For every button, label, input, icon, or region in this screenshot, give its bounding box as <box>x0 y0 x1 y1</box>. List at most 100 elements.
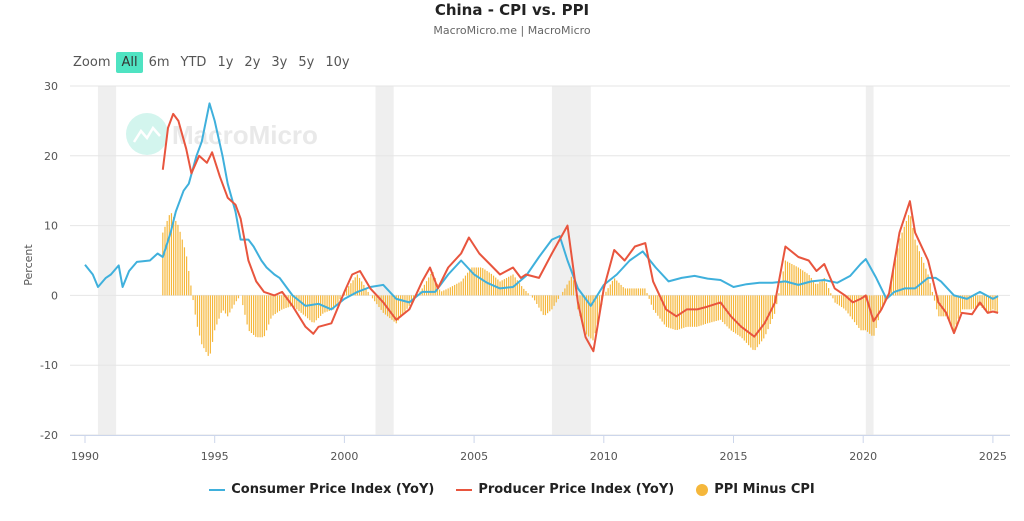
ppi-minus-cpi-bar <box>607 288 609 296</box>
ppi-minus-cpi-bar <box>393 295 395 322</box>
ppi-minus-cpi-bar <box>791 263 793 296</box>
ppi-minus-cpi-bar <box>635 288 637 296</box>
ppi-minus-cpi-bar <box>328 295 330 311</box>
ppi-minus-cpi-bar <box>585 295 588 335</box>
range-button-ytd[interactable]: YTD <box>180 55 207 70</box>
range-button-6m[interactable]: 6m <box>148 55 170 70</box>
ppi-minus-cpi-bar <box>942 295 944 317</box>
ppi-minus-cpi-bar <box>263 295 266 337</box>
ppi-minus-cpi-bar <box>970 295 972 310</box>
ppi-minus-cpi-bar <box>285 295 287 309</box>
watermark-text: MacroMicro <box>172 120 318 150</box>
ppi-minus-cpi-bar <box>782 271 784 296</box>
ppi-minus-cpi-bar <box>962 295 964 310</box>
ppi-minus-cpi-bar <box>553 295 555 306</box>
ppi-minus-cpi-bar <box>951 295 953 327</box>
ppi-minus-cpi-bar <box>434 277 436 296</box>
legend-item-diff[interactable]: PPI Minus CPI <box>696 482 815 497</box>
ppi-minus-cpi-bar <box>828 288 830 296</box>
ppi-minus-cpi-bar <box>216 295 218 325</box>
ppi-minus-cpi-bar <box>806 273 808 296</box>
ppi-minus-cpi-bar <box>482 268 484 296</box>
ppi-minus-cpi-bar <box>583 295 585 330</box>
ppi-minus-cpi-bar <box>572 280 575 296</box>
ppi-minus-cpi-bar <box>713 295 715 322</box>
ppi-minus-cpi-bar <box>255 295 257 337</box>
x-tick-label: 1995 <box>201 450 229 463</box>
ppi-minus-cpi-bar <box>825 283 828 296</box>
ppi-minus-cpi-bar <box>438 289 441 296</box>
ppi-minus-cpi-bar <box>458 282 460 296</box>
ppi-minus-cpi-bar <box>650 295 652 305</box>
watermark-logo-icon <box>126 113 168 155</box>
ppi-minus-cpi-bar <box>367 291 369 296</box>
ppi-minus-cpi-bar <box>866 295 869 332</box>
ppi-minus-cpi-bar <box>296 295 298 310</box>
ppi-minus-cpi-bar <box>624 288 627 296</box>
ppi-minus-cpi-bar <box>400 295 402 318</box>
ppi-minus-cpi-bar <box>648 295 650 299</box>
ppi-minus-cpi-bar <box>693 295 696 327</box>
ppi-minus-cpi-bar <box>352 280 354 296</box>
ppi-minus-cpi-bar <box>473 267 475 296</box>
ppi-minus-cpi-bar <box>832 295 834 299</box>
ppi-minus-cpi-bar <box>754 295 756 351</box>
ppi-minus-cpi-bar <box>761 295 763 342</box>
ppi-minus-cpi-bar <box>451 286 454 296</box>
ppi-minus-cpi-bar <box>188 270 190 296</box>
ppi-minus-cpi-bar <box>793 265 795 296</box>
ppi-minus-cpi-bar <box>875 295 877 328</box>
ppi-minus-cpi-bar <box>985 295 988 312</box>
range-button-10y[interactable]: 10y <box>325 55 350 70</box>
range-button-all[interactable]: All <box>116 52 143 73</box>
ppi-minus-cpi-bar <box>665 295 668 327</box>
ppi-minus-cpi-bar <box>376 295 378 305</box>
ppi-minus-cpi-bar <box>330 295 333 311</box>
ppi-minus-cpi-bar <box>975 295 977 308</box>
ppi-minus-cpi-bar <box>992 295 994 310</box>
range-button-3y[interactable]: 3y <box>271 55 288 70</box>
range-button-1y[interactable]: 1y <box>217 55 234 70</box>
ppi-minus-cpi-bar <box>873 295 875 336</box>
ppi-minus-cpi-bar <box>639 288 642 296</box>
legend-item-cpi[interactable]: Consumer Price Index (YoY) <box>209 482 434 497</box>
ppi-minus-cpi-bar <box>966 295 968 310</box>
ppi-minus-cpi-bar <box>877 295 879 321</box>
ppi-minus-cpi-bar <box>361 281 363 296</box>
ppi-minus-cpi-bar <box>700 295 702 326</box>
ppi-minus-cpi-bar <box>743 295 745 341</box>
ppi-minus-cpi-bar <box>259 295 261 338</box>
ppi-minus-cpi-bar <box>218 295 220 319</box>
ppi-minus-cpi-bar <box>784 260 786 296</box>
ppi-minus-cpi-bar <box>272 295 274 316</box>
ppi-minus-cpi-bar <box>173 217 175 296</box>
ppi-minus-cpi-bar <box>181 239 183 296</box>
x-tick-label: 2000 <box>330 450 358 463</box>
ppi-minus-cpi-bar <box>905 220 908 296</box>
ppi-minus-cpi-bar <box>389 295 391 319</box>
ppi-minus-cpi-bar <box>242 295 244 306</box>
ppi-minus-cpi-bar <box>588 295 590 337</box>
ppi-minus-cpi-bar <box>579 295 581 317</box>
ppi-minus-cpi-bar <box>354 277 356 296</box>
ppi-minus-cpi-bar <box>374 295 376 302</box>
ppi-minus-cpi-bar <box>810 277 812 296</box>
ppi-minus-cpi-bar <box>531 295 534 298</box>
y-tick-label: 10 <box>44 220 58 233</box>
legend-item-ppi[interactable]: Producer Price Index (YoY) <box>456 482 674 497</box>
legend-diff-dot-icon <box>696 483 709 496</box>
ppi-minus-cpi-bar <box>253 295 255 335</box>
ppi-minus-cpi-bar <box>691 295 694 327</box>
ppi-minus-cpi-bar <box>205 295 207 353</box>
ppi-minus-cpi-bar <box>795 266 797 296</box>
ppi-minus-cpi-bar <box>335 295 337 307</box>
ppi-minus-cpi-bar <box>268 295 270 325</box>
ppi-line <box>161 112 999 353</box>
ppi-minus-cpi-bar <box>508 276 510 296</box>
ppi-minus-cpi-bar <box>276 295 278 313</box>
range-button-5y[interactable]: 5y <box>298 55 315 70</box>
range-button-2y[interactable]: 2y <box>244 55 261 70</box>
ppi-minus-cpi-bar <box>789 262 791 296</box>
ppi-minus-cpi-bar <box>698 295 700 327</box>
ppi-minus-cpi-bar <box>663 295 665 325</box>
